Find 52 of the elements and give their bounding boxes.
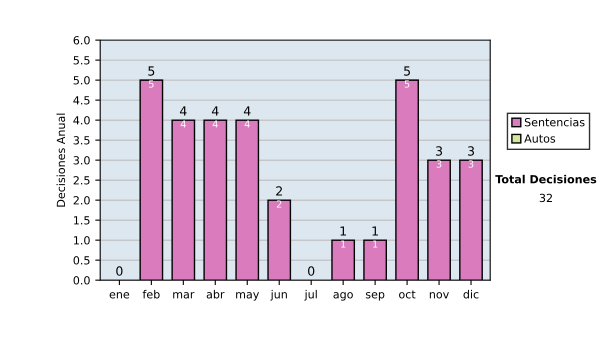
x-tick-label: mar bbox=[173, 292, 194, 298]
total-label: 3 bbox=[436, 146, 442, 156]
x-tick-label: dic bbox=[464, 290, 478, 298]
text: Total Decisiones bbox=[495, 174, 596, 184]
x-tick-label: jun bbox=[270, 290, 287, 301]
text: 0.0 bbox=[74, 276, 90, 285]
data-label: 4 bbox=[180, 120, 186, 128]
text: 4.5 bbox=[73, 96, 90, 105]
data-label: 4 bbox=[212, 120, 218, 128]
total-label: 2 bbox=[276, 186, 282, 196]
x-tick-label: ago bbox=[333, 292, 353, 301]
data-label: 1 bbox=[373, 240, 378, 248]
legend-label: Autos bbox=[524, 134, 556, 143]
x-tick-label: abr bbox=[206, 290, 224, 298]
text: 0.5 bbox=[74, 256, 90, 265]
total-label: 0 bbox=[116, 266, 123, 276]
x-tick-label: sep bbox=[366, 292, 384, 301]
text: 2.0 bbox=[74, 196, 90, 205]
total-label: 4 bbox=[180, 106, 187, 116]
text: 32 bbox=[540, 194, 552, 202]
total-label: 3 bbox=[468, 146, 474, 156]
x-tick-label: may bbox=[236, 292, 260, 301]
text: 1.0 bbox=[74, 236, 90, 245]
total-label: 5 bbox=[404, 66, 410, 76]
y-axis-title: Decisiones Anual bbox=[56, 114, 66, 207]
text: 6.0 bbox=[74, 36, 90, 44]
total-label: 1 bbox=[372, 226, 378, 236]
data-label: 3 bbox=[436, 160, 442, 168]
text: 3.0 bbox=[74, 156, 90, 165]
text: 5.5 bbox=[74, 56, 90, 65]
text: 5.0 bbox=[74, 76, 90, 85]
x-tick-label: jul bbox=[304, 290, 317, 301]
total-label: 4 bbox=[212, 106, 219, 116]
data-label: 5 bbox=[149, 80, 154, 88]
x-tick-label: nov bbox=[430, 292, 449, 298]
total-label: 1 bbox=[340, 226, 346, 236]
x-tick-label: feb bbox=[142, 290, 160, 298]
text: 1.5 bbox=[74, 216, 90, 225]
total-label: 5 bbox=[148, 66, 154, 76]
text: 4.0 bbox=[73, 116, 90, 125]
data-label: 4 bbox=[244, 120, 250, 128]
data-label: 3 bbox=[468, 160, 474, 168]
x-tick-label: ene bbox=[110, 292, 130, 298]
legend-label: Sentencias bbox=[524, 118, 585, 126]
x-tick-label: oct bbox=[399, 290, 416, 298]
data-label: 1 bbox=[341, 240, 346, 248]
data-label: 5 bbox=[404, 80, 410, 88]
text: 3.5 bbox=[74, 136, 90, 145]
text: 2.5 bbox=[74, 176, 90, 185]
data-label: 2 bbox=[276, 200, 282, 208]
total-label: 0 bbox=[308, 266, 314, 276]
total-label: 4 bbox=[244, 106, 251, 116]
